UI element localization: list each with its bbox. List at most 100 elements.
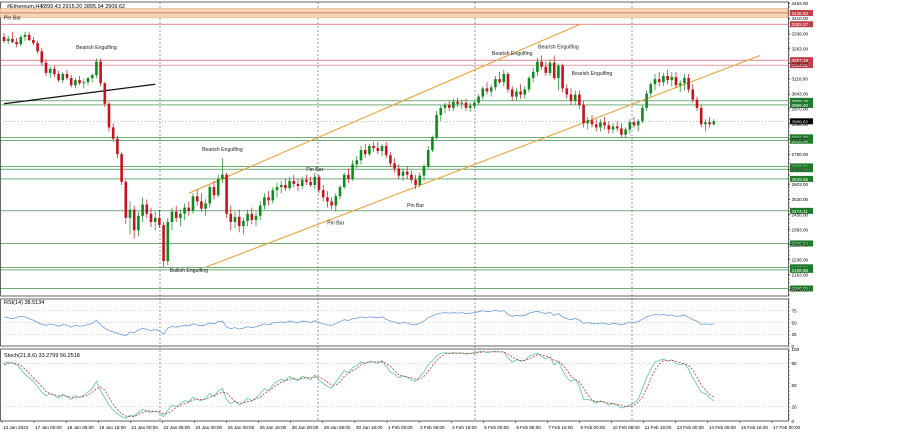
stoch-axis-label: 50 xyxy=(792,383,798,388)
candle-body xyxy=(124,181,128,218)
price-tick-label: 2823.00 xyxy=(792,137,809,142)
time-tick-label: 19 Jan 16:00 xyxy=(99,425,126,430)
price-level-tag xyxy=(790,118,813,125)
candle-body xyxy=(32,40,35,44)
price-level-tag xyxy=(790,285,813,292)
candle-body xyxy=(95,61,98,75)
candle-body xyxy=(216,178,220,196)
candle-body xyxy=(128,209,132,218)
candle-body xyxy=(107,103,111,128)
candle-body xyxy=(166,221,170,262)
candle-body xyxy=(183,207,186,214)
candle-body xyxy=(53,68,56,74)
candle-body xyxy=(586,120,590,124)
candle-body xyxy=(414,179,417,185)
time-tick-label: 21 Jan 00:00 xyxy=(131,425,158,430)
candle-body xyxy=(368,145,371,155)
candle-body xyxy=(573,94,577,101)
price-level-tag xyxy=(790,166,813,173)
candle-body xyxy=(258,205,262,216)
stoch-k-line xyxy=(3,350,715,419)
candle-body xyxy=(561,65,564,89)
candle-body xyxy=(233,216,237,222)
candle-body xyxy=(657,79,661,83)
candle-body xyxy=(670,77,674,81)
candle-body xyxy=(321,190,325,198)
price-level-label: 3207.19 xyxy=(792,58,809,63)
candle-body xyxy=(158,217,161,226)
candle-body xyxy=(204,203,207,209)
time-tick-label: 13 Jan 2022 xyxy=(3,425,29,430)
time-tick-label: 11 Feb 16:00 xyxy=(645,425,672,430)
time-tick-label: 24 Jan 00:00 xyxy=(196,425,223,430)
candle-body xyxy=(229,213,233,222)
candle-body xyxy=(603,122,606,126)
candle-body xyxy=(380,145,384,152)
candle-body xyxy=(338,187,342,197)
candle-body xyxy=(111,127,115,139)
candle-body xyxy=(296,183,300,187)
candle-body xyxy=(481,88,485,97)
candle-body xyxy=(636,121,640,126)
candle-body xyxy=(578,94,581,105)
candle-body xyxy=(317,176,321,191)
candle-body xyxy=(489,87,493,92)
candle-body xyxy=(624,129,627,135)
candle-body xyxy=(99,61,102,84)
candle-body xyxy=(468,105,472,108)
candle-body xyxy=(116,138,119,155)
candle-body xyxy=(137,215,140,231)
price-level-tag xyxy=(790,266,813,273)
price-level-label: 2909.62 xyxy=(792,119,809,124)
candle-body xyxy=(653,79,657,85)
candle-body xyxy=(405,171,409,175)
candle-body xyxy=(69,78,73,86)
price-tick-label: 2970.00 xyxy=(792,107,809,112)
candle-body xyxy=(141,204,144,216)
candle-body xyxy=(330,201,333,206)
candle-body xyxy=(410,174,413,180)
candle-body xyxy=(208,187,212,204)
price-tick-label: 2750.00 xyxy=(792,152,809,157)
candle-body xyxy=(611,126,615,130)
candle-body xyxy=(389,155,392,164)
candle-body xyxy=(632,122,636,126)
price-tick-label: 2603.00 xyxy=(792,182,809,187)
time-tick-label: 25 Jan 08:00 xyxy=(228,425,255,430)
candle-body xyxy=(162,225,165,262)
candle-body xyxy=(683,78,686,84)
candle-body xyxy=(36,43,39,52)
candle-body xyxy=(607,125,611,130)
price-tick-label: 3336.00 xyxy=(792,31,809,36)
candle-body xyxy=(19,36,23,45)
price-tick-label: 2310.00 xyxy=(792,242,809,247)
candle-body xyxy=(372,145,375,148)
time-tick-label: 3 Feb 16:00 xyxy=(452,425,477,430)
price-tick-label: 2163.00 xyxy=(792,273,809,278)
candle-body xyxy=(544,66,548,73)
candle-body xyxy=(418,175,422,185)
price-level-label: 2096.60 xyxy=(792,286,809,291)
rsi-axis-label: 25 xyxy=(792,332,798,337)
time-tick-label: 13 Feb 00:00 xyxy=(677,425,705,430)
candle-body xyxy=(645,93,648,108)
candle-body xyxy=(305,179,308,182)
time-tick-label: 30 Jan 16:00 xyxy=(356,425,383,430)
candle-body xyxy=(384,145,388,156)
price-level-label: 3183.01 xyxy=(792,63,809,68)
price-level-tag xyxy=(790,175,813,182)
candle-body xyxy=(225,174,228,214)
candle-body xyxy=(27,34,31,41)
stoch-d-line xyxy=(3,351,715,418)
candle-body xyxy=(342,174,346,188)
price-level-label: 3382.07 xyxy=(792,22,809,27)
candle-body xyxy=(86,78,90,83)
trend-line xyxy=(3,83,156,105)
candle-body xyxy=(590,120,594,125)
candle-body xyxy=(351,164,354,179)
candle-body xyxy=(309,181,312,185)
pattern-annotation: Pin Bar xyxy=(407,203,424,209)
candle-body xyxy=(246,213,249,221)
candle-body xyxy=(464,102,468,108)
